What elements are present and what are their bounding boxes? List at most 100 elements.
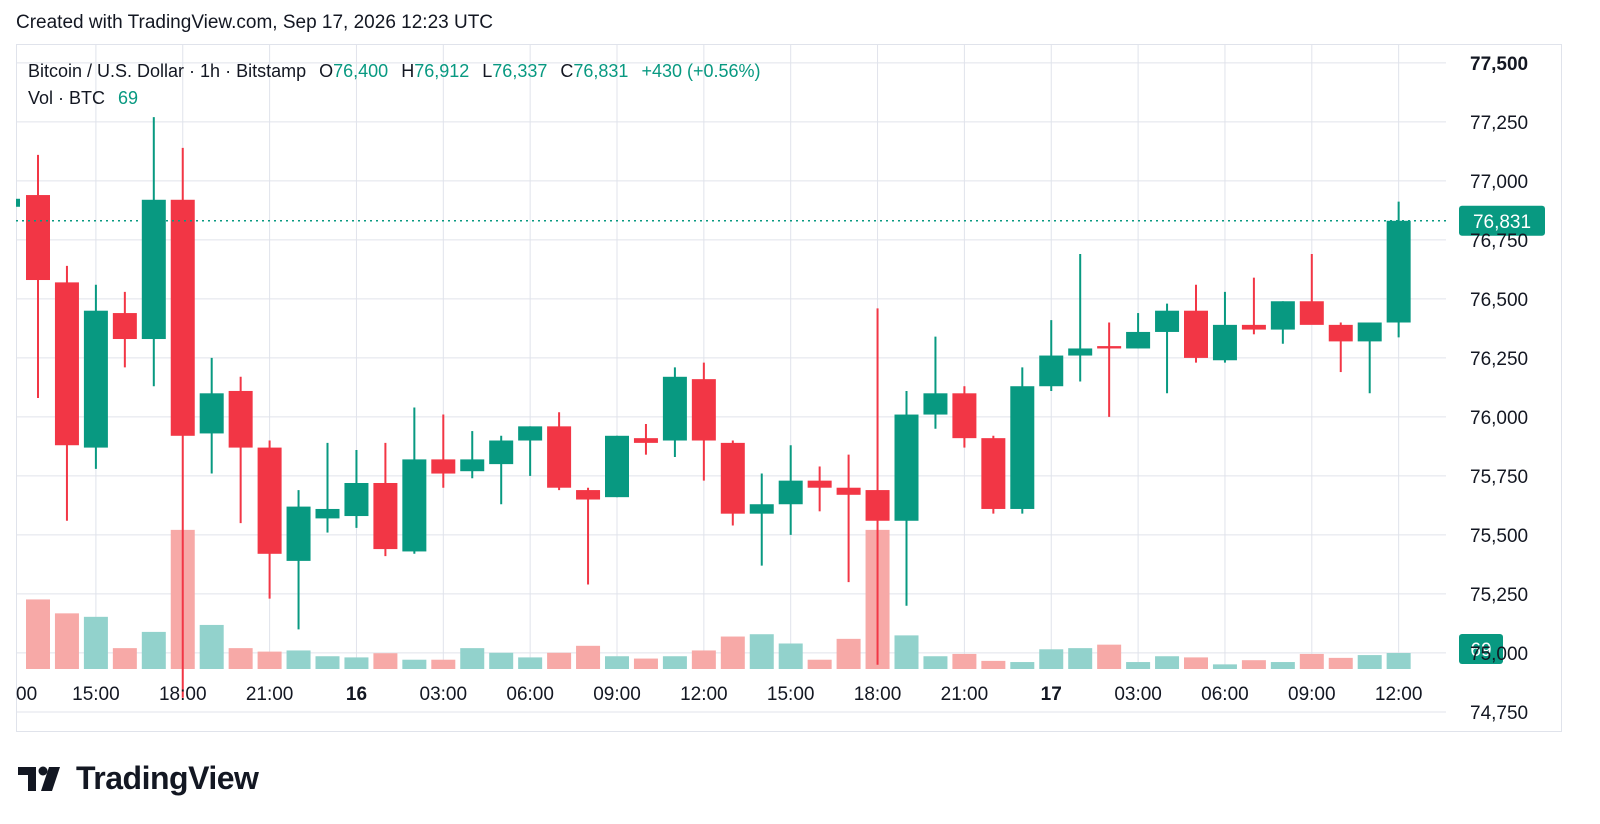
x-tick-label: 21:00 — [941, 684, 989, 705]
last-price-badge — [1459, 205, 1545, 236]
x-tick-label: 12:00 — [1375, 684, 1423, 705]
y-tick-label: 75,000 — [1470, 644, 1528, 665]
candle-body — [54, 282, 79, 446]
y-tick-label: 76,500 — [1470, 290, 1528, 311]
chart-legend: Bitcoin / U.S. Dollar · 1h · Bitstamp O7… — [28, 58, 761, 112]
legend-high-label: H — [401, 61, 415, 81]
volume-bar — [633, 658, 658, 669]
y-tick-label: 77,000 — [1470, 172, 1528, 193]
candle-body — [518, 426, 543, 441]
last-price-marker — [16, 198, 20, 207]
candle-body — [894, 414, 919, 521]
candle-body — [402, 459, 427, 552]
y-tick-label: 76,250 — [1470, 349, 1528, 370]
volume-bar — [460, 648, 485, 669]
candle-body — [1241, 324, 1266, 330]
volume-bar — [662, 656, 687, 669]
volume-last-label: 69 — [1470, 640, 1491, 661]
candle-body — [83, 310, 108, 448]
chart-frame — [16, 44, 1562, 732]
candle-body — [199, 393, 224, 434]
time-axis: 00 15:00 18:00 21:00 16 03:00 06:00 09:00 12:00 1… — [16, 684, 1422, 705]
volume-bar — [315, 656, 340, 669]
x-tick-label: 18:00 — [854, 684, 902, 705]
candle-body — [662, 376, 687, 441]
volume-bar — [894, 635, 919, 669]
volume-bar — [228, 648, 253, 669]
y-tick-label: 75,250 — [1470, 585, 1528, 606]
volume-bar — [836, 638, 861, 669]
volume-bar — [720, 636, 745, 669]
x-tick-label: 09:00 — [1288, 684, 1336, 705]
candle-body — [489, 440, 514, 465]
candle-body — [981, 438, 1006, 509]
candle-body — [1126, 331, 1151, 349]
legend-volume-row: Vol · BTC 69 — [28, 85, 761, 112]
y-tick-label: 76,000 — [1470, 408, 1528, 429]
y-tick-label: 77,250 — [1470, 113, 1528, 134]
candle-body — [547, 426, 572, 488]
candles — [26, 117, 1411, 698]
created-with-caption: Created with TradingView.com, Sep 17, 20… — [16, 12, 494, 33]
volume-bar — [691, 650, 716, 669]
legend-open-label: O — [319, 61, 334, 81]
volume-bar — [402, 659, 427, 669]
candle-body — [1328, 324, 1353, 342]
price-axis: 77,500 77,250 77,000 76,750 76,500 76,250 76,0… — [1470, 54, 1528, 724]
candle-body — [865, 490, 890, 521]
y-tick-label: 76,750 — [1470, 231, 1528, 252]
candle-body — [170, 199, 195, 436]
legend-volume-label: Vol · BTC — [28, 88, 106, 108]
volume-bar — [344, 657, 369, 669]
last-price-label: 76,831 — [1473, 212, 1531, 233]
candle-body — [431, 459, 456, 474]
volume-bar — [1126, 662, 1151, 669]
candle-body — [836, 487, 861, 495]
tradingview-wordmark: TradingView — [76, 760, 259, 796]
candle-body — [344, 482, 369, 517]
y-tick-label: 75,750 — [1470, 467, 1528, 488]
volume-bar — [952, 653, 977, 669]
volume-bar — [923, 656, 948, 669]
volume-bar — [1328, 657, 1353, 669]
legend-volume-value: 69 — [118, 88, 139, 108]
legend-symbol: Bitcoin / U.S. Dollar · 1h · Bitstamp — [28, 61, 307, 81]
volume-bar — [257, 651, 282, 669]
x-tick-label: 09:00 — [593, 684, 641, 705]
volume-bar — [26, 599, 50, 669]
candle-body — [1155, 310, 1180, 332]
x-tick-label: 06:00 — [506, 684, 554, 705]
tradingview-logo: TradingView — [18, 760, 259, 797]
candle-body — [1097, 346, 1122, 349]
candle-body — [1184, 310, 1208, 358]
legend-close-label: C — [560, 61, 574, 81]
candle-body — [460, 459, 485, 472]
volume-bar — [1270, 662, 1295, 669]
candle-body — [605, 435, 629, 498]
volume-bar — [1386, 653, 1411, 669]
volume-bar — [1039, 649, 1064, 669]
x-tick-label: 21:00 — [246, 684, 294, 705]
volume-bar — [431, 659, 456, 669]
candle-body — [26, 195, 50, 281]
x-tick-label: 18:00 — [159, 684, 207, 705]
volume-bar — [981, 660, 1006, 669]
volume-bar — [1357, 655, 1382, 669]
last-price-line: 76,831 69 — [16, 198, 1545, 664]
y-tick-label: 74,750 — [1470, 703, 1528, 724]
volume-bar — [1155, 656, 1180, 669]
x-tick-label: 16 — [346, 684, 367, 705]
tradingview-logo-icon — [18, 766, 60, 791]
candle-body — [1068, 348, 1093, 356]
legend-low-label: L — [482, 61, 493, 81]
volume-bar — [1241, 660, 1266, 669]
volume-bar — [1184, 657, 1208, 669]
candle-body — [286, 506, 311, 561]
candle-body — [373, 482, 398, 550]
volume-bar — [1097, 644, 1122, 669]
legend-ohlc-row: Bitcoin / U.S. Dollar · 1h · Bitstamp O7… — [28, 58, 761, 85]
x-tick-label: 00 — [16, 684, 37, 705]
candle-body — [1212, 324, 1237, 361]
x-tick-label: 15:00 — [72, 684, 120, 705]
